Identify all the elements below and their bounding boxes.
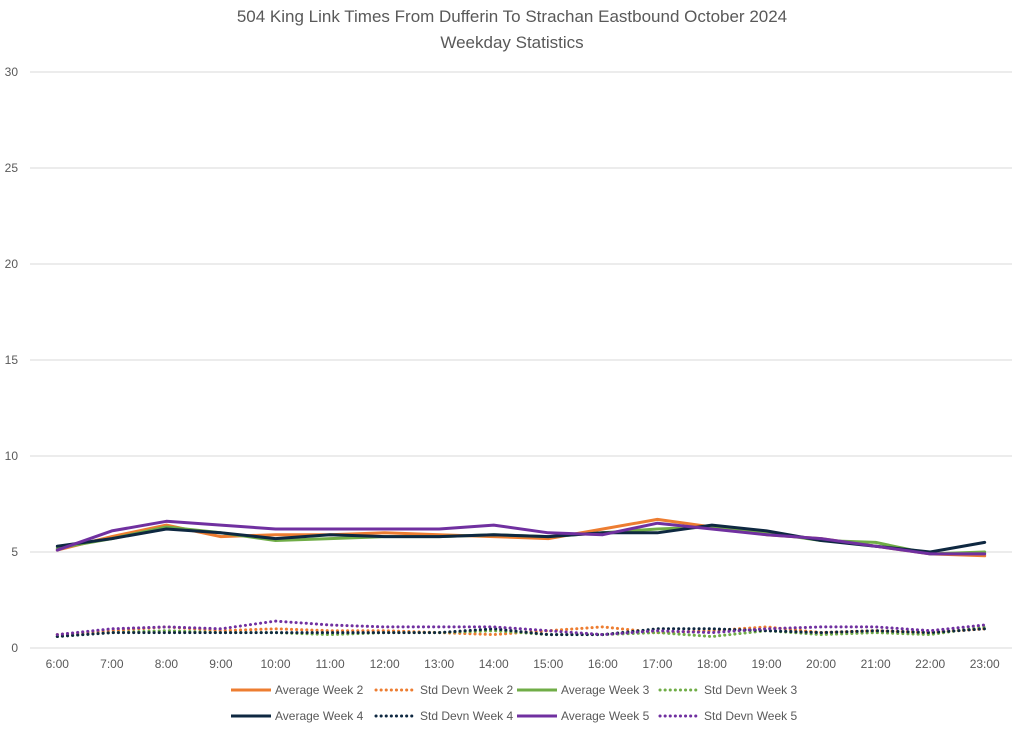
x-tick-label: 18:00 [697,657,727,671]
chart-subtitle: Weekday Statistics [440,33,583,52]
x-tick-label: 21:00 [861,657,891,671]
series-line-std-devn-week-4 [55,627,987,638]
x-tick-label: 7:00 [100,657,124,671]
x-tick-label: 17:00 [642,657,672,671]
y-tick-label: 25 [5,161,19,175]
x-tick-label: 6:00 [46,657,70,671]
y-tick-label: 5 [11,545,18,559]
x-tick-label: 10:00 [260,657,290,671]
y-tick-label: 15 [5,353,19,367]
x-tick-label: 23:00 [970,657,1000,671]
y-tick-label: 0 [11,641,18,655]
gridlines [30,71,1012,649]
legend-label: Std Devn Week 3 [704,683,797,697]
x-tick-label: 19:00 [751,657,781,671]
chart-title: 504 King Link Times From Dufferin To Str… [237,7,787,26]
plot-series [55,517,987,638]
legend-label: Std Devn Week 5 [704,709,797,723]
series-line-average-week-5 [55,519,987,556]
x-tick-label: 22:00 [915,657,945,671]
legend-label: Std Devn Week 4 [420,709,513,723]
y-tick-label: 20 [5,257,19,271]
legend-label: Average Week 2 [275,683,364,697]
x-tick-label: 16:00 [588,657,618,671]
x-tick-label: 11:00 [315,657,344,671]
y-tick-label: 10 [5,449,19,463]
series-line-average-week-4 [55,523,987,554]
x-tick-label: 20:00 [806,657,836,671]
series-line-std-devn-week-5 [55,619,987,637]
legend-label: Average Week 3 [561,683,650,697]
x-tick-label: 12:00 [370,657,400,671]
legend-label: Average Week 4 [275,709,364,723]
x-tick-label: 9:00 [209,657,233,671]
legend: Average Week 2 Std Devn Week 2 Average Wee… [231,683,797,723]
x-axis-tick-labels: 6:00 7:00 8:00 9:00 10:00 11:00 12:00 13:00 14:0… [46,657,1000,671]
legend-label: Average Week 5 [561,709,650,723]
y-tick-label: 30 [5,65,19,79]
x-tick-label: 15:00 [533,657,563,671]
y-axis-tick-labels: 0 5 10 15 20 25 30 [5,65,19,655]
x-tick-label: 14:00 [479,657,509,671]
x-tick-label: 8:00 [155,657,179,671]
legend-label: Std Devn Week 2 [420,683,513,697]
x-tick-label: 13:00 [424,657,454,671]
